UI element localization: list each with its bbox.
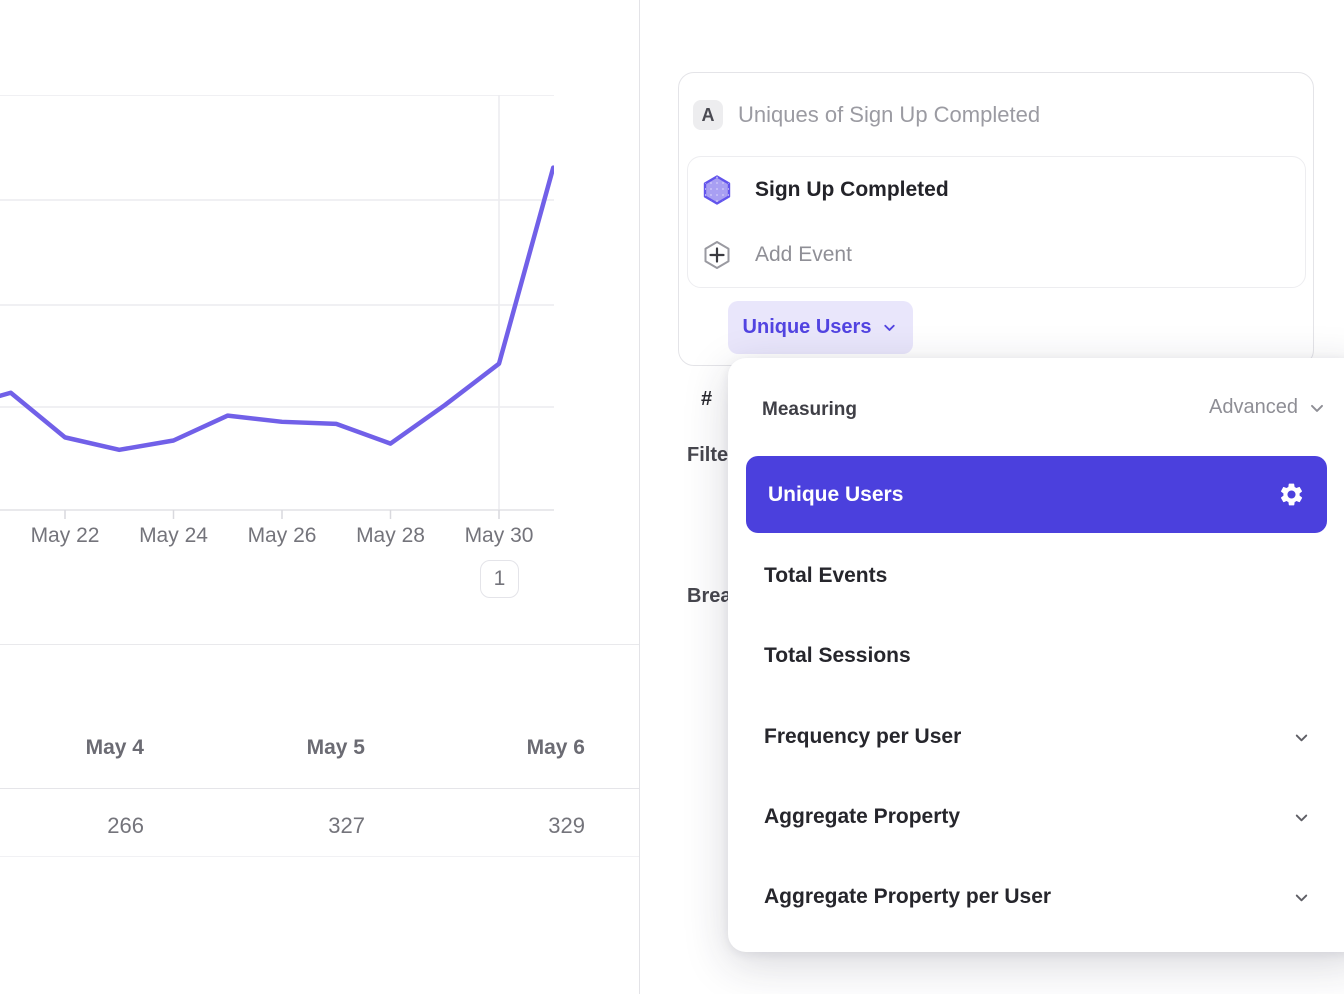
table-column-header[interactable]: May 6 [526,736,585,759]
table-header-divider [0,788,639,789]
gear-icon[interactable] [1278,481,1305,508]
menu-item-unique-users-selected[interactable]: Unique Users [746,456,1327,533]
menu-item-aggregate-property[interactable]: Aggregate Property [746,785,1327,849]
add-event-button[interactable]: Add Event [702,239,852,271]
x-tick-label: May 30 [464,524,534,547]
metric-type-symbol: # [701,388,713,410]
series-title: Uniques of Sign Up Completed [738,102,1041,127]
x-tick-label: May 26 [247,524,317,547]
menu-item-frequency-per-user[interactable]: Frequency per User [746,705,1327,769]
menu-item-label: Frequency per User [764,725,962,748]
menu-item-total-events[interactable]: Total Events [746,544,1327,608]
table-cell[interactable]: 327 [328,813,365,838]
annotation-marker-badge[interactable]: 1 [480,560,519,598]
event-list-box: Sign Up Completed Add Event [687,156,1306,288]
menu-item-label: Aggregate Property per User [764,885,1052,908]
menu-item-label: Total Events [764,564,888,587]
menu-item-label: Total Sessions [764,644,911,667]
chevron-down-icon [1295,814,1308,821]
metric-dropdown-button[interactable]: Unique Users [728,301,913,354]
metric-dropdown-label: Unique Users [742,316,872,338]
selected-item-label: Unique Users [768,482,904,506]
menu-item-aggregate-property-per-user[interactable]: Aggregate Property per User [746,865,1327,929]
x-tick-label: May 22 [30,524,100,547]
event-name: Sign Up Completed [755,178,949,201]
table-column-header[interactable]: May 5 [306,736,365,759]
panel-divider [639,0,640,994]
x-tick-label: May 24 [139,524,208,547]
section-divider [0,644,639,645]
table-row-divider [0,856,639,857]
query-builder-card: A Uniques of Sign Up Completed Sign Up C… [678,72,1314,410]
menu-item-total-sessions[interactable]: Total Sessions [746,624,1327,688]
x-tick-label: May 28 [356,524,425,547]
line-chart[interactable] [0,95,554,525]
series-letter-badge: A [693,100,723,130]
chevron-down-icon [1311,404,1323,412]
add-event-label: Add Event [755,243,852,266]
menu-item-label: Aggregate Property [764,805,961,828]
advanced-mode-toggle[interactable]: Advanced [1128,396,1327,419]
filter-section-label: Filter [687,444,736,466]
chevron-down-icon [1295,734,1308,741]
add-event-hexagon-plus-icon [704,241,730,269]
measuring-dropdown-menu: Measuring Advanced Unique Users Total Ev… [728,358,1344,952]
measuring-header-label: Measuring [762,399,858,420]
event-row[interactable]: Sign Up Completed [702,174,949,206]
chevron-down-icon [1295,894,1308,901]
table-cell[interactable]: 329 [548,813,585,838]
chevron-down-icon [884,324,896,331]
advanced-mode-label: Advanced [1209,396,1298,418]
table-cell[interactable]: 266 [107,813,144,838]
table-column-header[interactable]: May 4 [85,736,144,759]
event-hexagon-icon [703,175,731,205]
